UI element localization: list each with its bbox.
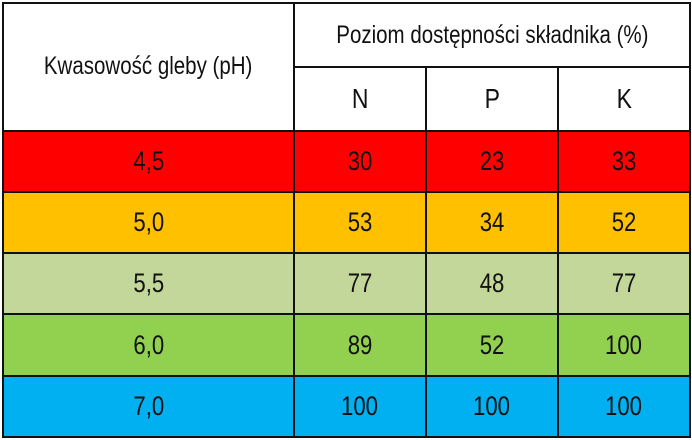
ph-cell: 5,5 xyxy=(2,252,295,316)
value-cell-n: 53 xyxy=(293,190,427,255)
column-header-k: K xyxy=(557,66,691,132)
value-cell-k: 100 xyxy=(557,374,691,439)
table-row: 6,0 89 52 100 xyxy=(2,313,691,377)
ph-cell: 5,0 xyxy=(2,190,295,255)
table-row: 5,0 53 34 52 xyxy=(2,190,691,255)
value-cell-n: 89 xyxy=(293,313,427,377)
ph-column-header: Kwasowość gleby (pH) xyxy=(2,2,295,132)
ph-cell: 6,0 xyxy=(2,313,295,377)
value-cell-p: 23 xyxy=(425,129,559,193)
value-cell-n: 100 xyxy=(293,374,427,439)
nutrient-header-row: N P K xyxy=(3,66,691,132)
value-cell-p: 34 xyxy=(425,190,559,255)
value-cell-k: 77 xyxy=(557,252,691,316)
ph-cell: 7,0 xyxy=(2,374,295,439)
header-row: Kwasowość gleby (pH) Poziom dostępności … xyxy=(2,1,691,132)
column-header-p: P xyxy=(425,66,559,132)
value-cell-n: 77 xyxy=(293,252,427,316)
column-header-n: N xyxy=(293,66,427,132)
value-cell-k: 100 xyxy=(557,313,691,377)
value-cell-k: 52 xyxy=(557,190,691,255)
value-cell-n: 30 xyxy=(293,129,427,193)
ph-cell: 4,5 xyxy=(2,129,295,193)
value-cell-p: 100 xyxy=(425,374,559,439)
table-row: 5,5 77 48 77 xyxy=(2,252,691,316)
availability-group-header: Poziom dostępności składnika (%) xyxy=(293,1,691,69)
value-cell-p: 52 xyxy=(425,313,559,377)
value-cell-p: 48 xyxy=(425,252,559,316)
table-row: 7,0 100 100 100 xyxy=(2,374,691,439)
value-cell-k: 33 xyxy=(557,129,691,193)
table-row: 4,5 30 23 33 xyxy=(2,129,691,193)
